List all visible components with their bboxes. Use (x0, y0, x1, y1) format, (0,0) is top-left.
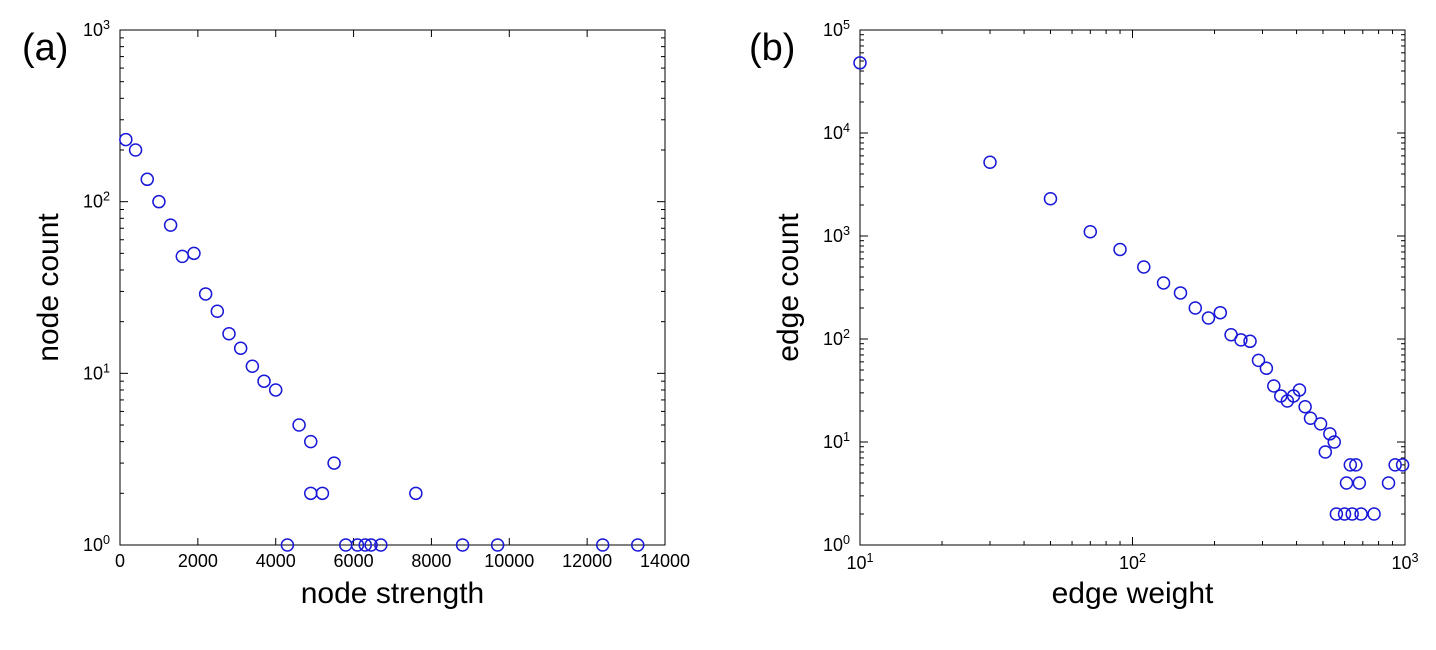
svg-text:103: 103 (83, 18, 110, 40)
svg-text:102: 102 (823, 327, 850, 349)
svg-text:101: 101 (846, 551, 873, 573)
data-marker (188, 247, 200, 259)
panel-label: (b) (749, 27, 795, 69)
data-marker (1299, 401, 1311, 413)
data-marker (1158, 277, 1170, 289)
panel: 0 2000 4000 6000 8000 10000 12000 14000 100 101 10… (22, 18, 690, 610)
data-marker (223, 328, 235, 340)
data-marker (1189, 302, 1201, 314)
x-axis-label: edge weight (1052, 577, 1214, 610)
data-marker (200, 288, 212, 300)
xtick-label: 14000 (640, 551, 690, 571)
data-marker (120, 134, 132, 146)
data-marker (1319, 446, 1331, 458)
xtick-label: 2000 (178, 551, 218, 571)
data-marker (130, 144, 142, 156)
plot-box (860, 30, 1405, 545)
data-marker (328, 457, 340, 469)
data-marker (293, 419, 305, 431)
y-axis-label: edge count (772, 213, 805, 362)
data-marker (176, 250, 188, 262)
svg-text:101: 101 (823, 430, 850, 452)
data-marker (1202, 312, 1214, 324)
data-marker (1174, 287, 1186, 299)
svg-text:105: 105 (823, 18, 850, 40)
data-marker (211, 305, 223, 317)
data-marker (270, 384, 282, 396)
svg-text:101: 101 (83, 361, 110, 383)
data-series (854, 57, 1409, 520)
data-marker (1244, 335, 1256, 347)
data-marker (246, 360, 258, 372)
data-marker (305, 487, 317, 499)
data-marker (141, 173, 153, 185)
data-marker (316, 487, 328, 499)
data-marker (1214, 307, 1226, 319)
y-axis-label: node count (32, 213, 65, 362)
plot-box (120, 30, 665, 545)
data-marker (1353, 477, 1365, 489)
svg-text:100: 100 (83, 533, 110, 555)
data-marker (984, 156, 996, 168)
svg-text:100: 100 (823, 533, 850, 555)
data-marker (235, 342, 247, 354)
svg-text:104: 104 (823, 121, 850, 143)
data-marker (1044, 193, 1056, 205)
data-marker (1368, 508, 1380, 520)
data-marker (410, 487, 422, 499)
data-marker (165, 219, 177, 231)
data-marker (153, 196, 165, 208)
xtick-label: 12000 (562, 551, 612, 571)
xtick-label: 6000 (334, 551, 374, 571)
figure-svg: 0200040006000800010000120001400010010110… (0, 0, 1436, 645)
xtick-label: 0 (115, 551, 125, 571)
svg-text:102: 102 (83, 190, 110, 212)
figure-container: 0200040006000800010000120001400010010110… (0, 0, 1436, 645)
x-axis-label: node strength (301, 577, 484, 610)
data-series (120, 134, 644, 551)
data-marker (1315, 418, 1327, 430)
data-marker (1253, 354, 1265, 366)
xtick-label: 8000 (411, 551, 451, 571)
data-marker (305, 436, 317, 448)
data-marker (1260, 362, 1272, 374)
data-marker (1114, 243, 1126, 255)
svg-text:103: 103 (823, 224, 850, 246)
data-marker (1341, 477, 1353, 489)
xtick-label: 4000 (256, 551, 296, 571)
panel-label: (a) (22, 27, 68, 69)
data-marker (1383, 477, 1395, 489)
data-marker (1138, 261, 1150, 273)
svg-text:102: 102 (1119, 551, 1146, 573)
data-marker (1084, 226, 1096, 238)
panel: 101102103100101102103104105edge weighted… (749, 18, 1419, 610)
xtick-label: 10000 (484, 551, 534, 571)
data-marker (1355, 508, 1367, 520)
data-marker (258, 375, 270, 387)
svg-text:103: 103 (1391, 551, 1418, 573)
